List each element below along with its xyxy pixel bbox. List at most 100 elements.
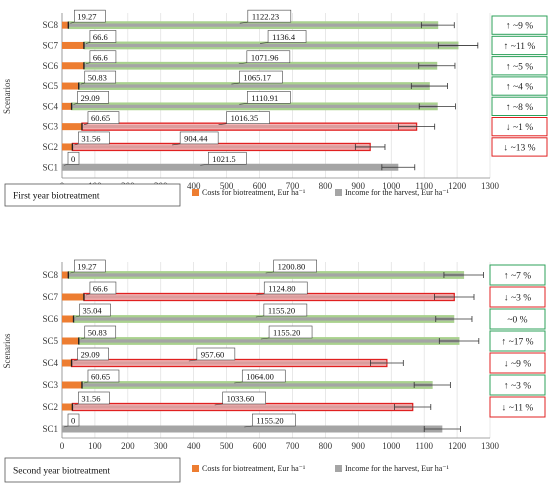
cost-bar bbox=[62, 82, 79, 90]
panel-title-box bbox=[4, 457, 181, 483]
cost-label-box bbox=[78, 131, 110, 145]
y-tick-label: SC3 bbox=[42, 380, 58, 390]
cost-label-box bbox=[87, 369, 120, 383]
change-badge-label: ↑ ~4 % bbox=[506, 83, 533, 93]
x-tick-label: 1100 bbox=[415, 181, 433, 191]
panel-title-box bbox=[4, 183, 181, 207]
change-badge-label: ~0 % bbox=[507, 316, 527, 326]
legend-swatch-income bbox=[335, 189, 342, 196]
cost-label-leader bbox=[75, 315, 80, 318]
x-tick-label: 100 bbox=[88, 441, 102, 451]
x-tick-label: 900 bbox=[352, 441, 366, 451]
cost-data-label: 29.09 bbox=[81, 350, 100, 360]
legend-label-income: Income for the harvest, Eur ha⁻¹ bbox=[345, 188, 450, 197]
cost-label-leader bbox=[80, 82, 85, 85]
cost-data-label: 60.65 bbox=[91, 372, 110, 382]
x-tick-label: 600 bbox=[253, 181, 267, 191]
legend-swatch-cost bbox=[192, 189, 199, 196]
cost-data-label: 31.56 bbox=[81, 133, 100, 143]
income-data-label: 904.44 bbox=[184, 133, 208, 143]
chart-panel-2: 0 100 200 300 400 500 600 700 800 900 1000 1100 1200… bbox=[2, 259, 546, 483]
x-tick-label: 500 bbox=[220, 181, 234, 191]
x-tick-label: 700 bbox=[286, 181, 300, 191]
cost-label-box bbox=[67, 413, 80, 427]
cost-data-label: 66.6 bbox=[93, 284, 108, 294]
x-tick-label: 1300 bbox=[481, 181, 500, 191]
cost-bar bbox=[62, 123, 82, 131]
x-tick-label: 700 bbox=[286, 441, 300, 451]
cost-label-leader bbox=[73, 103, 78, 105]
cost-bar bbox=[62, 21, 69, 29]
cost-data-label: 50.83 bbox=[88, 328, 107, 338]
cost-data-label: 31.56 bbox=[81, 394, 100, 404]
income-data-label: 1110.91 bbox=[251, 93, 278, 103]
cost-bar bbox=[62, 337, 79, 345]
y-tick-label: SC8 bbox=[42, 270, 58, 280]
cost-data-label: 19.27 bbox=[77, 12, 96, 22]
y-tick-label: SC5 bbox=[42, 336, 58, 346]
y-axis-title: Scenarios bbox=[2, 79, 12, 114]
x-tick-label: 1300 bbox=[481, 441, 500, 451]
income-label-leader bbox=[231, 82, 240, 85]
income-bar-core bbox=[68, 273, 464, 277]
cost-bar bbox=[62, 143, 73, 151]
cost-label-box bbox=[74, 9, 106, 23]
income-bar-core bbox=[81, 125, 417, 129]
income-data-label: 1155.20 bbox=[256, 416, 283, 426]
income-data-label: 1155.20 bbox=[268, 306, 295, 316]
change-badge bbox=[489, 286, 546, 308]
cost-label-box bbox=[89, 281, 117, 295]
change-badge-label: ↑ ~11 % bbox=[504, 42, 536, 52]
cost-label-leader bbox=[85, 62, 90, 65]
x-tick-label: 1000 bbox=[382, 441, 401, 451]
cost-label-box bbox=[87, 111, 120, 124]
income-label-box bbox=[179, 131, 219, 145]
income-label-box bbox=[267, 30, 307, 43]
cost-bar bbox=[62, 102, 72, 110]
cost-bar bbox=[62, 315, 74, 323]
income-bar-core bbox=[83, 43, 459, 48]
income-label-box bbox=[247, 91, 291, 104]
cost-label-box bbox=[78, 391, 110, 405]
income-label-leader bbox=[188, 359, 197, 362]
income-data-label: 1122.23 bbox=[252, 12, 279, 22]
change-badge bbox=[489, 308, 546, 330]
legend-label-income: Income for the harvest, Eur ha⁻¹ bbox=[345, 464, 450, 473]
cost-label-box bbox=[84, 70, 117, 84]
change-badge-label: ↓ ~11 % bbox=[502, 404, 534, 414]
cost-bar bbox=[62, 62, 84, 70]
cost-label-leader bbox=[73, 359, 78, 362]
income-data-label: 1021.5 bbox=[212, 154, 235, 164]
y-tick-label: SC3 bbox=[42, 122, 58, 132]
change-badge-label: ↑ ~9 % bbox=[506, 22, 533, 32]
change-badge bbox=[491, 56, 548, 76]
cost-label-box bbox=[79, 303, 111, 317]
income-data-label: 1033.60 bbox=[227, 394, 255, 404]
cost-label-box bbox=[67, 151, 80, 165]
income-label-box bbox=[226, 111, 270, 124]
cost-label-box bbox=[77, 347, 109, 361]
y-tick-label: SC1 bbox=[42, 162, 58, 172]
x-tick-label: 1100 bbox=[415, 441, 433, 451]
income-data-label: 1016.35 bbox=[231, 113, 259, 123]
cost-label-leader bbox=[74, 403, 79, 406]
x-tick-label: 500 bbox=[220, 441, 234, 451]
income-bar-core bbox=[72, 145, 371, 149]
change-badge bbox=[489, 330, 546, 352]
income-bar-core bbox=[78, 84, 430, 88]
legend-swatch-cost bbox=[192, 465, 199, 472]
change-badge bbox=[491, 96, 548, 116]
x-tick-label: 400 bbox=[187, 181, 201, 191]
income-bar-core bbox=[71, 104, 438, 108]
income-label-box bbox=[263, 303, 308, 317]
change-badge bbox=[489, 374, 546, 396]
cost-data-label: 0 bbox=[71, 416, 75, 426]
x-tick-label: 200 bbox=[121, 441, 135, 451]
income-label-leader bbox=[261, 337, 270, 340]
cost-data-label: 35.04 bbox=[83, 306, 103, 316]
cost-bar bbox=[62, 41, 84, 49]
cost-label-leader bbox=[63, 163, 69, 166]
change-badge bbox=[491, 117, 548, 137]
income-label-leader bbox=[200, 163, 209, 166]
income-label-box bbox=[252, 413, 296, 427]
